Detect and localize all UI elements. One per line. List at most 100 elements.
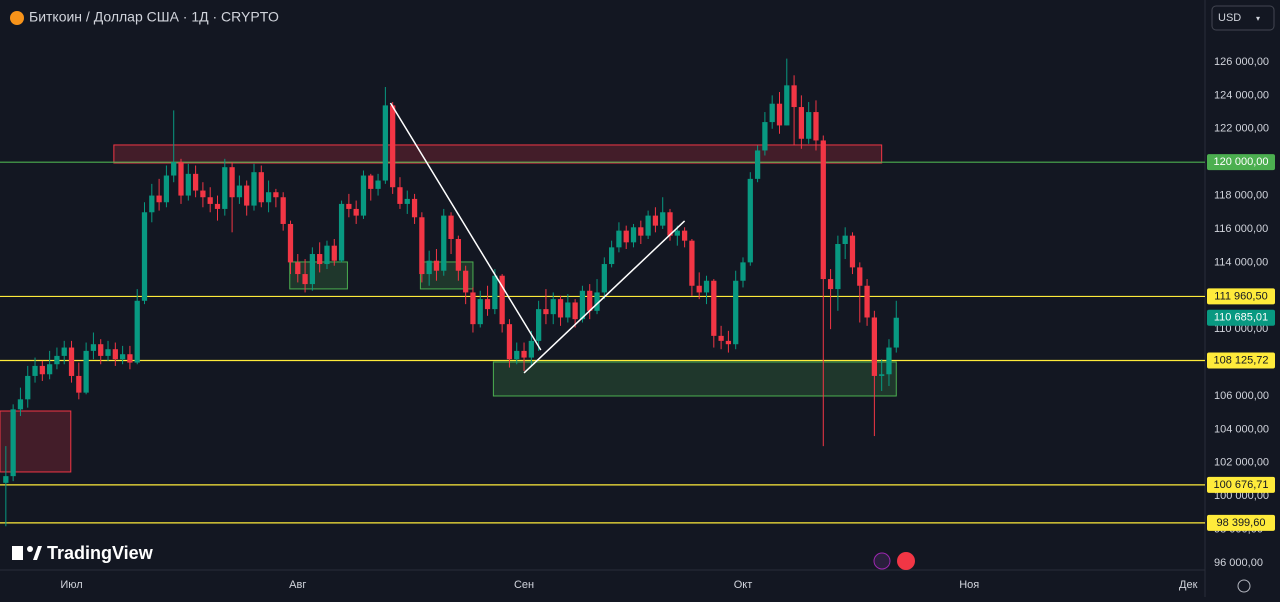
candle-body <box>207 197 213 204</box>
candle-body <box>711 280 717 336</box>
candle-body <box>200 190 206 198</box>
candle-body <box>499 275 505 325</box>
candle-body <box>54 355 60 365</box>
candle-body <box>353 208 359 216</box>
candle-body <box>426 260 432 275</box>
candle-body <box>375 180 381 189</box>
candle-body <box>32 365 38 376</box>
candle-body <box>703 280 710 293</box>
candle-body <box>258 172 264 203</box>
candle-body <box>820 140 826 280</box>
candle-body <box>448 215 454 239</box>
candle-body <box>244 185 250 206</box>
candle-body <box>112 349 118 360</box>
candle-body <box>287 223 294 263</box>
y-tick-label: 126 000,00 <box>1214 56 1269 68</box>
candle-body <box>718 335 724 341</box>
level-label-box <box>1207 154 1275 171</box>
candle-body <box>39 365 45 375</box>
candle-body <box>579 290 586 320</box>
y-tick-label: 106 000,00 <box>1214 390 1269 402</box>
candle-body <box>295 262 301 275</box>
event-icon[interactable] <box>873 552 891 570</box>
candle-body <box>338 203 345 261</box>
logo-mark <box>12 546 23 560</box>
last-price-box <box>1207 309 1275 326</box>
level-label-box <box>1207 476 1275 493</box>
candle-body <box>411 198 418 218</box>
settings-icon[interactable] <box>1237 579 1251 593</box>
candle-body <box>192 173 199 191</box>
candle-body <box>178 162 184 196</box>
level-label: 111 960,50 <box>1214 290 1267 302</box>
candle-body <box>879 374 885 376</box>
candle-body <box>864 285 870 318</box>
candle-body <box>273 192 279 198</box>
candle-body <box>623 230 629 243</box>
candle-body <box>565 302 571 318</box>
candle-body <box>10 409 16 477</box>
candle-body <box>638 227 644 236</box>
candle-body <box>419 217 425 275</box>
candle-body <box>740 262 746 281</box>
candle-body <box>280 197 286 224</box>
zone <box>113 144 883 164</box>
level-label: 98 399,60 <box>1217 517 1266 529</box>
candle-body <box>674 230 680 236</box>
currency-label[interactable]: USD <box>1218 12 1241 24</box>
candle-body <box>83 350 89 393</box>
candle-body <box>390 105 396 188</box>
y-tick-label: 96 000,00 <box>1214 557 1263 569</box>
candle-body <box>696 285 702 293</box>
candle-body <box>587 290 593 311</box>
candle-body <box>871 317 878 376</box>
currency-select[interactable] <box>1211 5 1275 31</box>
candle-body <box>557 299 564 318</box>
candle-body <box>514 350 520 360</box>
candle-body <box>127 354 133 363</box>
candle-body <box>791 85 797 108</box>
candle-body <box>455 238 461 271</box>
candle-body <box>536 309 542 341</box>
candle-body <box>842 235 848 244</box>
symbol-title: Биткоин / Доллар США · 1Д · CRYPTO <box>29 9 279 25</box>
candle-body <box>171 162 177 176</box>
candle-body <box>368 175 374 189</box>
level-label: 100 676,71 <box>1213 479 1268 491</box>
candle-body <box>134 300 140 363</box>
event-icon[interactable] <box>897 552 915 570</box>
logo-mark <box>27 546 33 552</box>
candle-body <box>601 264 607 293</box>
candle-body <box>798 107 805 139</box>
logo-mark <box>33 546 42 560</box>
y-tick-label: 116 000,00 <box>1214 223 1268 235</box>
candle-body <box>484 299 491 310</box>
candle-body <box>616 230 622 248</box>
candle-body <box>470 292 476 325</box>
candle-body <box>222 167 228 209</box>
candle-body <box>762 122 768 151</box>
candle-body <box>163 175 170 203</box>
candle-body <box>893 317 899 348</box>
candle-body <box>681 230 688 241</box>
x-tick-label: Ноя <box>959 579 979 591</box>
level-label-box <box>1207 352 1275 369</box>
candle-body <box>652 215 659 226</box>
dropdown-arrow[interactable]: ▾ <box>1256 14 1260 23</box>
y-tick-label: 104 000,00 <box>1214 423 1269 435</box>
candle-body <box>25 375 31 400</box>
candle-body <box>346 203 352 209</box>
candle-body <box>441 215 447 271</box>
candle-body <box>397 187 403 204</box>
level-label: 120 000,00 <box>1213 156 1268 168</box>
candle-body <box>528 340 534 358</box>
x-tick-label: Окт <box>734 579 753 591</box>
y-tick-label: 114 000,00 <box>1214 256 1268 268</box>
candle-body <box>776 103 783 126</box>
candle-body <box>667 212 673 236</box>
candle-body <box>886 347 892 375</box>
candle-body <box>857 267 863 286</box>
candle-body <box>47 364 53 375</box>
